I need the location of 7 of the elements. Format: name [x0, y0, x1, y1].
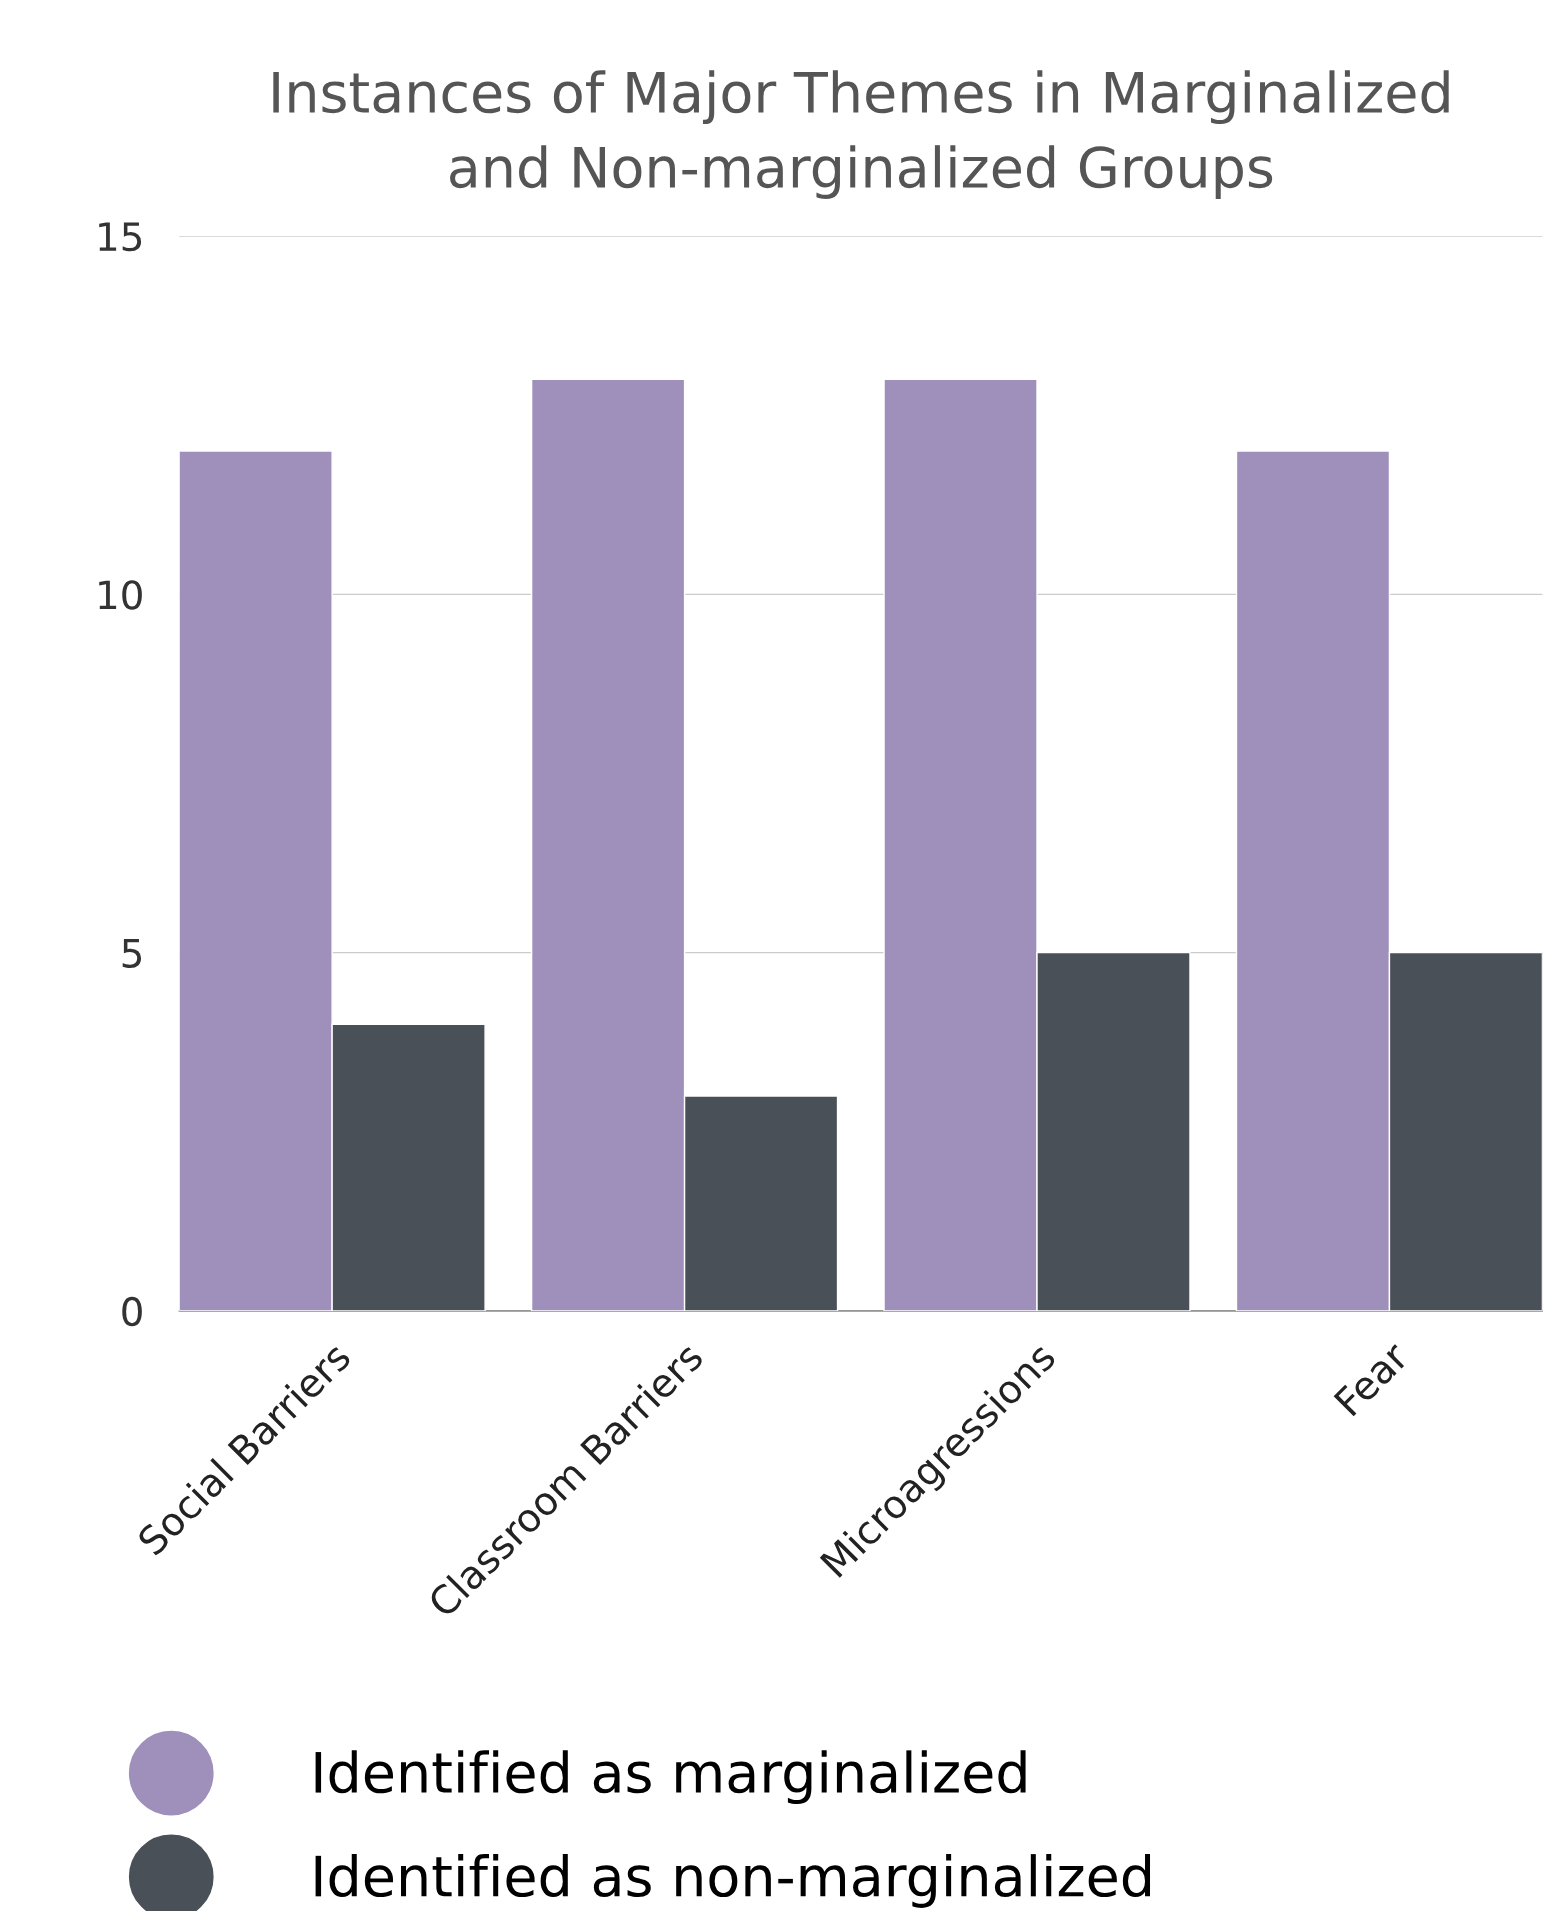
- y-tick-label: 15: [99, 222, 142, 252]
- chart-title: Instances of Major Themes in Marginalized and Non-marginalized Groups: [273, 70, 1449, 199]
- y-tick-label: 5: [122, 939, 142, 968]
- legend-label: Identified as marginalized: [315, 1750, 1026, 1805]
- y-tick-label: 0: [122, 1296, 142, 1327]
- y-tick-label: 10: [99, 580, 142, 610]
- legend-label: Identified as non-marginalized: [315, 1854, 1151, 1908]
